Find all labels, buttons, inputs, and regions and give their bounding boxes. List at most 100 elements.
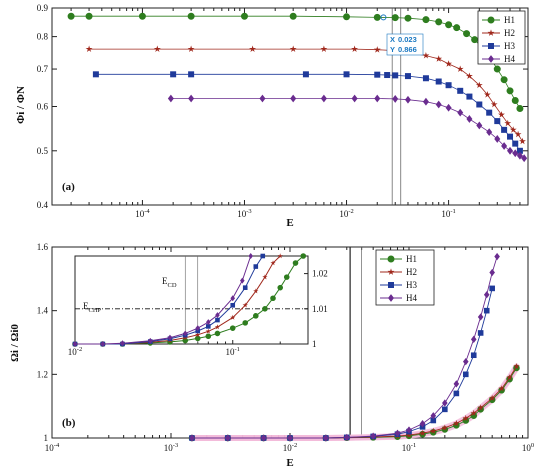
marker-H4: [404, 95, 411, 104]
legend-label-H3: H3: [406, 280, 417, 290]
tick-exponent: -4: [54, 442, 60, 449]
inset-marker-H4: [100, 341, 106, 347]
marker-H2: [289, 45, 297, 52]
tick-exponent: -1: [450, 208, 455, 215]
marker-H3: [462, 371, 469, 378]
inset-marker-H4: [195, 325, 201, 332]
marker-H2: [419, 429, 426, 436]
marker-H2: [509, 126, 517, 133]
marker-H3: [483, 307, 490, 314]
marker-H2: [513, 363, 520, 370]
legend-marker-H4: [388, 294, 394, 302]
marker-H2: [456, 65, 464, 72]
marker-H4: [516, 151, 523, 160]
marker-H3: [442, 406, 448, 413]
marker-H4: [445, 103, 452, 112]
inset-marker-H4: [248, 253, 254, 259]
marker-H4: [457, 108, 464, 117]
inset-marker-H3: [242, 285, 248, 290]
marker-H2: [422, 52, 430, 59]
marker-H2: [441, 424, 448, 431]
panel-a-ticks: 10-4 10-3 10-2 10-10.40.50.60.70.80.9: [37, 3, 528, 219]
legend-box: [477, 10, 526, 65]
legend-label-H1: H1: [504, 15, 515, 25]
marker-H2: [453, 420, 460, 427]
marker-H4: [320, 94, 327, 103]
marker-H4: [501, 142, 508, 150]
echp-e: E: [83, 301, 89, 311]
tick-exponent: 0: [531, 442, 534, 449]
inset-marker-H2: [277, 253, 283, 259]
marker-H4: [259, 94, 266, 103]
marker-H3: [486, 109, 493, 116]
tick-base: 10: [68, 347, 78, 357]
marker-H3: [445, 82, 452, 89]
series-line-H4: [170, 98, 525, 159]
marker-H2: [514, 130, 522, 138]
marker-H2: [373, 46, 381, 53]
marker-H1: [422, 16, 430, 24]
marker-H1: [373, 13, 381, 21]
marker-H1: [471, 36, 479, 44]
inset-marker-H4: [167, 334, 173, 341]
marker-H1: [463, 30, 471, 38]
marker-H1: [138, 12, 146, 20]
marker-H4: [430, 412, 437, 420]
x-tick-label: 100: [522, 442, 534, 453]
inset-marker-H1: [300, 253, 307, 259]
echp-sub: CHP: [89, 307, 102, 314]
marker-H3: [466, 93, 473, 100]
marker-H4: [477, 313, 484, 321]
marker-H4: [419, 420, 426, 428]
inset-marker-H4: [182, 330, 188, 337]
ecd-sub: CD: [168, 282, 177, 289]
cursor-readout: X 0.023 Y 0.866: [380, 14, 424, 56]
marker-H2: [470, 409, 477, 416]
panel-b-reference-lines: [349, 247, 362, 438]
marker-H1: [500, 76, 508, 84]
inset-marker-H2: [195, 332, 201, 338]
inset-plot: 10-2 10-111.011.02 ECD ECHP: [68, 253, 328, 357]
tick-base: 10: [45, 443, 55, 453]
marker-H4: [512, 149, 519, 158]
tick-base: 10: [237, 209, 247, 219]
inset-marker-H1: [214, 330, 221, 337]
marker-H2: [351, 45, 358, 52]
marker-H1: [404, 14, 412, 22]
tick-base: 10: [339, 209, 349, 219]
marker-H3: [507, 133, 514, 140]
marker-H2: [498, 111, 505, 118]
marker-H3: [477, 330, 484, 336]
marker-H3: [476, 101, 483, 108]
inset-marker-H3: [253, 264, 259, 269]
legend-marker-H1: [387, 255, 395, 263]
panel-b-xlabel: E: [286, 457, 293, 469]
tick-base: 10: [441, 209, 451, 219]
inset-marker-H2: [230, 314, 236, 320]
legend-marker-H4: [488, 55, 494, 63]
panel-a-label: (a): [62, 181, 75, 193]
panel-b-legend: H1 H2 H3 H4: [375, 249, 435, 306]
marker-H1: [85, 12, 93, 20]
marker-H3: [470, 352, 477, 359]
cursor-y-value: 0.866: [398, 45, 417, 54]
marker-H3: [453, 390, 460, 397]
marker-H3: [422, 75, 429, 82]
inset-marker-H4: [120, 340, 125, 347]
marker-H2: [85, 45, 93, 52]
marker-H3: [404, 73, 411, 80]
tick-base: 10: [226, 347, 236, 357]
cursor-x-label: X: [390, 35, 395, 44]
tick-exponent: -2: [292, 442, 297, 449]
inset-marker-H2: [270, 260, 276, 266]
cursor-point: [380, 14, 387, 21]
tick-exponent: -4: [144, 208, 150, 215]
marker-H2: [249, 45, 256, 52]
marker-H4: [489, 268, 495, 277]
marker-H3: [494, 118, 501, 125]
marker-H3: [92, 71, 99, 78]
tick-exponent: -3: [246, 208, 251, 215]
marker-H2: [484, 91, 491, 98]
inset-marker-H4: [215, 312, 220, 319]
